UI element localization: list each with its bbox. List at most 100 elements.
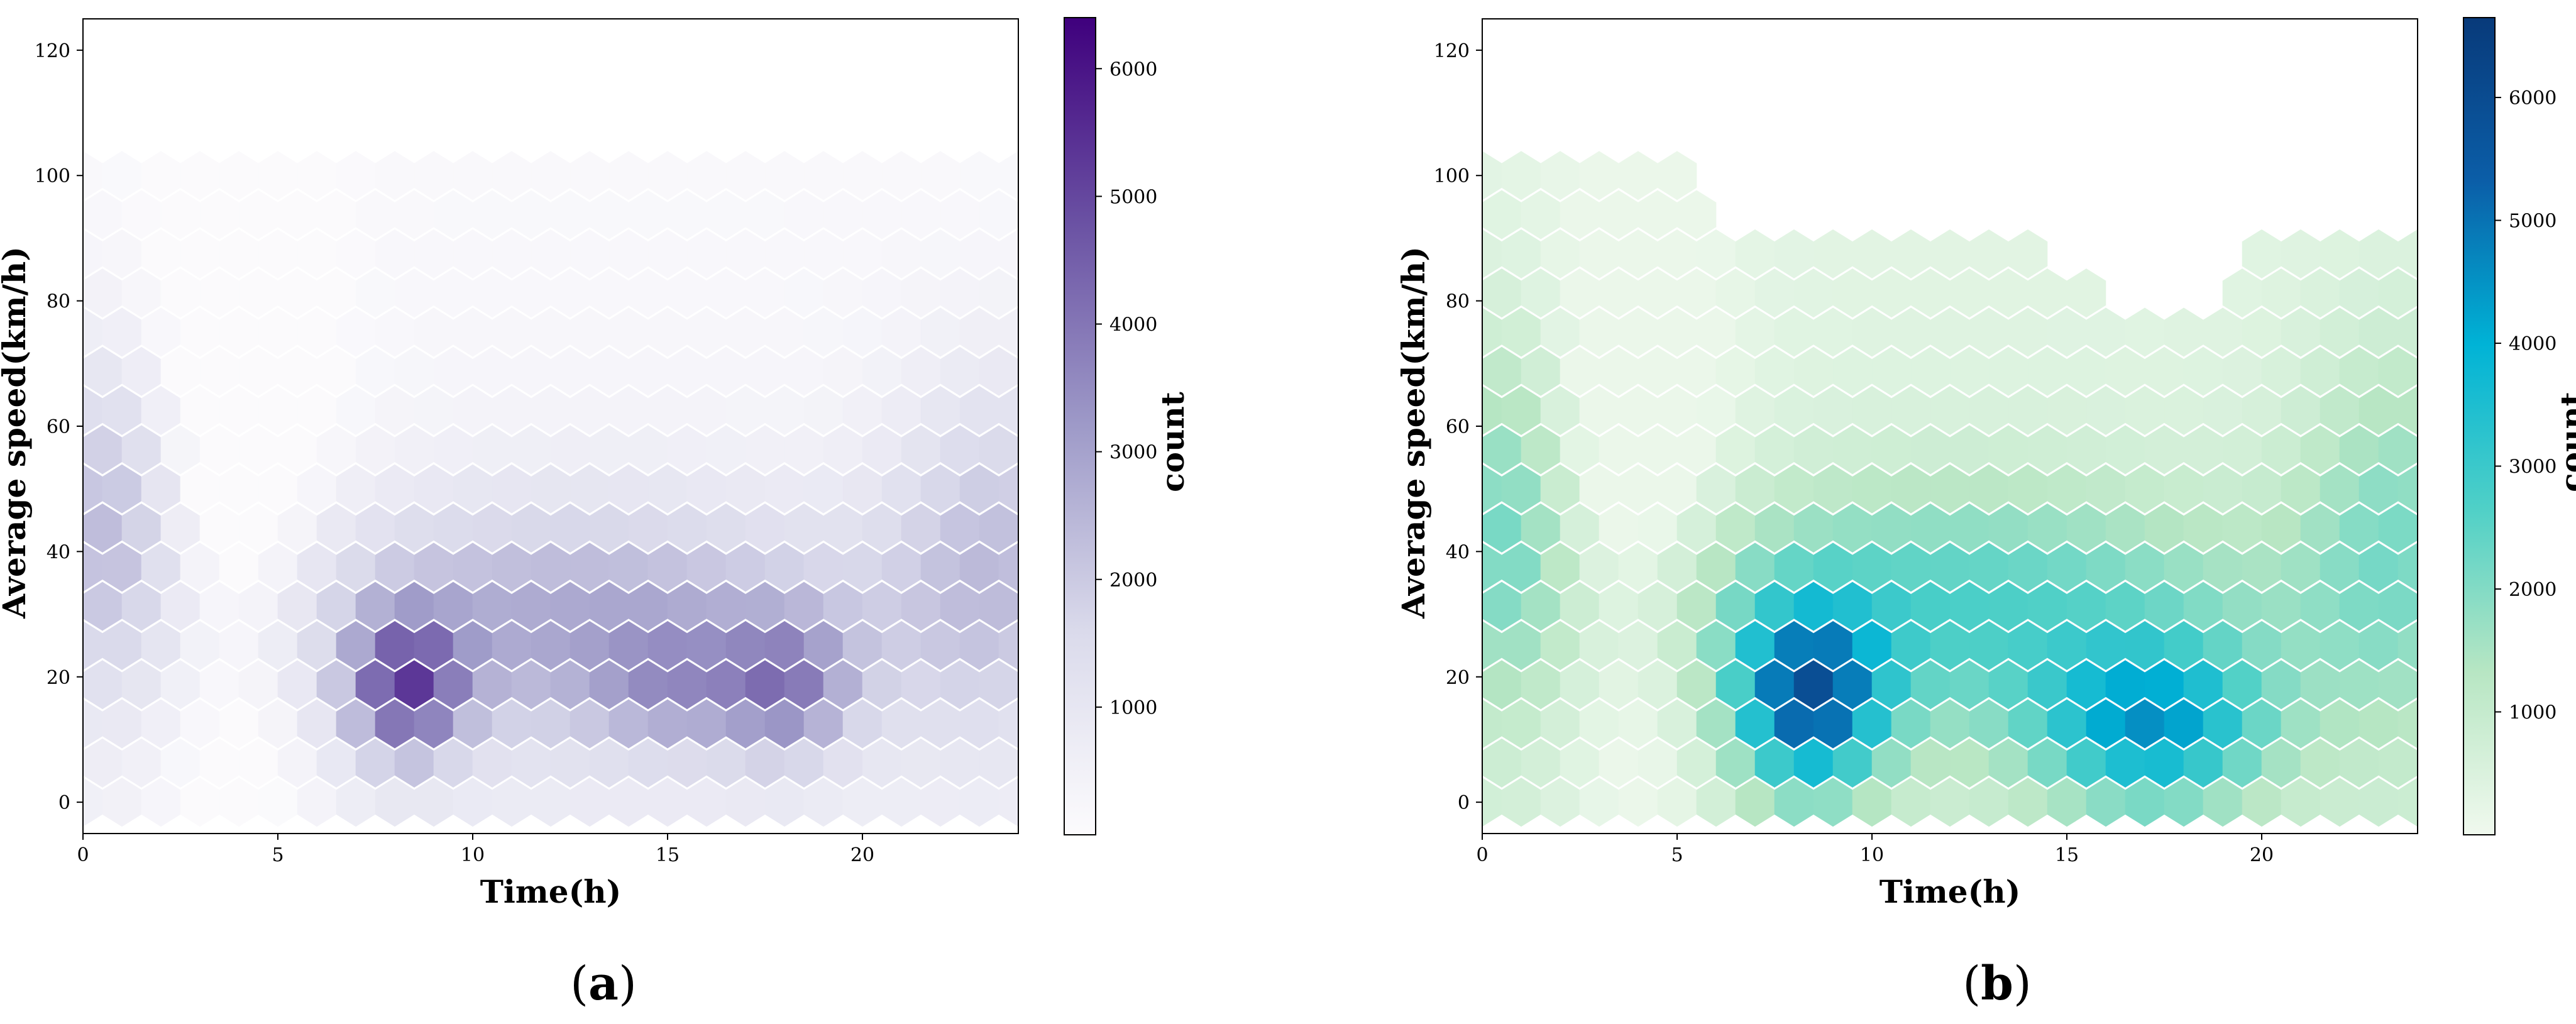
colorbar-gradient bbox=[2463, 17, 2496, 835]
hex-cell bbox=[2339, 738, 2379, 788]
hex-cell bbox=[414, 464, 454, 514]
hex-cell bbox=[647, 699, 688, 749]
hex-cell bbox=[121, 190, 162, 239]
hex-cell bbox=[784, 738, 824, 788]
hex-cell bbox=[219, 151, 259, 201]
hex-cell bbox=[745, 504, 785, 553]
hex-cell bbox=[141, 386, 181, 436]
hex-cell bbox=[414, 699, 454, 749]
hex-cell bbox=[998, 386, 1018, 436]
hex-cell bbox=[1482, 346, 1522, 396]
hex-cell bbox=[862, 581, 902, 631]
hex-cell bbox=[608, 307, 649, 357]
hex-cell bbox=[472, 346, 512, 396]
hex-cell bbox=[2144, 504, 2184, 553]
hex-cell bbox=[433, 425, 473, 475]
hex-cell bbox=[628, 660, 668, 710]
hex-cell bbox=[238, 346, 278, 396]
hex-cell bbox=[180, 699, 220, 749]
hex-cell bbox=[1482, 504, 1522, 553]
hex-cell bbox=[570, 386, 610, 436]
hex-cell bbox=[2027, 346, 2067, 396]
hex-cell bbox=[2086, 699, 2126, 749]
hex-cell bbox=[2261, 738, 2301, 788]
hex-cell bbox=[901, 738, 941, 788]
hex-cell bbox=[920, 464, 960, 514]
hex-cell bbox=[1018, 504, 1057, 552]
hex-cell bbox=[803, 778, 844, 827]
hex-cell bbox=[979, 268, 1018, 318]
hex-cell bbox=[180, 229, 220, 278]
hex-cell bbox=[1540, 229, 1580, 278]
hex-cell bbox=[1871, 660, 1912, 710]
hex-cell bbox=[1813, 464, 1853, 514]
hex-cell bbox=[686, 778, 727, 827]
hex-cell bbox=[2261, 660, 2301, 710]
hex-cell bbox=[608, 699, 649, 749]
hex-cell bbox=[2125, 778, 2165, 827]
y-tick-label: 20 bbox=[1446, 667, 1470, 689]
hex-cell bbox=[2320, 386, 2360, 436]
hex-cell bbox=[1910, 738, 1951, 788]
hex-cell bbox=[1482, 268, 1522, 318]
hex-cell bbox=[2183, 425, 2223, 475]
hex-cell bbox=[589, 660, 629, 710]
hex-cell bbox=[2378, 268, 2418, 318]
hex-cell bbox=[141, 542, 181, 592]
hex-cell bbox=[920, 229, 960, 278]
hex-cell bbox=[2066, 738, 2106, 788]
hex-cell bbox=[764, 778, 805, 827]
hex-cell bbox=[2339, 504, 2379, 553]
hex-cell bbox=[2203, 464, 2243, 514]
hex-cell bbox=[1618, 307, 1658, 357]
hex-cell bbox=[1018, 582, 1057, 630]
hex-cell bbox=[414, 229, 454, 278]
hex-cell bbox=[647, 620, 688, 670]
hex-cell bbox=[2008, 699, 2048, 749]
hex-cell bbox=[297, 307, 337, 357]
hex-cell bbox=[725, 699, 766, 749]
hex-cell bbox=[2359, 620, 2399, 670]
hex-cell bbox=[725, 307, 766, 357]
hex-cell bbox=[238, 268, 278, 318]
hex-cell bbox=[2144, 346, 2184, 396]
hex-cell bbox=[725, 464, 766, 514]
hex-cell bbox=[1676, 268, 1717, 318]
hex-cell bbox=[433, 660, 473, 710]
hex-cell bbox=[375, 386, 415, 436]
colorbar-tick-label: 2000 bbox=[2509, 579, 2557, 601]
hex-cell bbox=[2105, 738, 2145, 788]
hex-cell bbox=[1930, 307, 1970, 357]
hex-cell bbox=[550, 660, 590, 710]
hex-cell bbox=[1793, 425, 1834, 475]
hex-cell bbox=[199, 660, 239, 710]
hex-cell bbox=[1599, 190, 1639, 239]
hex-cell bbox=[842, 151, 883, 201]
hex-cell bbox=[1560, 660, 1600, 710]
hex-cell bbox=[1871, 581, 1912, 631]
hex-cell bbox=[628, 425, 668, 475]
colorbar-gradient bbox=[1064, 17, 1096, 835]
hex-cell bbox=[940, 190, 980, 239]
hex-cell bbox=[1501, 699, 1541, 749]
hex-cell bbox=[998, 778, 1018, 827]
hex-cell bbox=[1018, 426, 1057, 474]
hexbin-cells-b bbox=[1482, 151, 2418, 827]
hex-cell bbox=[608, 464, 649, 514]
hex-cell bbox=[2047, 307, 2087, 357]
y-tick-label: 40 bbox=[1446, 541, 1470, 563]
hex-cell bbox=[589, 504, 629, 553]
hex-cell bbox=[784, 660, 824, 710]
hex-cell bbox=[336, 778, 376, 827]
hex-cell bbox=[453, 386, 493, 436]
hex-cell bbox=[1696, 386, 1736, 436]
hex-cell bbox=[1774, 699, 1814, 749]
hex-cell bbox=[784, 504, 824, 553]
hex-cell bbox=[2397, 229, 2418, 278]
hex-cell bbox=[998, 464, 1018, 514]
hex-cell bbox=[2008, 542, 2048, 592]
hex-cell bbox=[979, 581, 1018, 631]
hex-cell bbox=[336, 386, 376, 436]
hex-cell bbox=[1969, 542, 2009, 592]
hex-cell bbox=[706, 504, 746, 553]
